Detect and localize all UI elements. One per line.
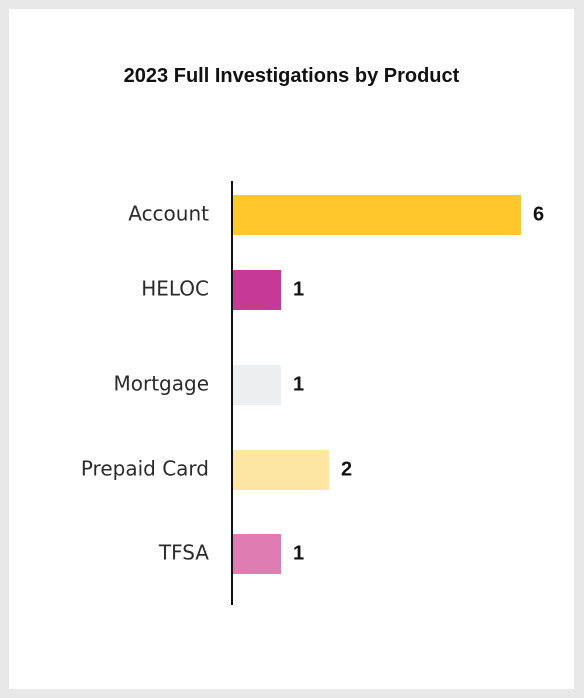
bar-heloc	[233, 270, 281, 310]
value-label-mortgage: 1	[293, 373, 304, 395]
bar-chart: Account 6 HELOC 1 Mortgage 1 Prepaid Card 2 TFSA…	[9, 9, 574, 689]
labels-layer: Account 6 HELOC 1 Mortgage 1 Prepaid Card 2 TFSA…	[81, 202, 544, 565]
category-label-mortgage: Mortgage	[113, 372, 209, 396]
value-label-tfsa: 1	[293, 542, 304, 564]
bar-account	[233, 195, 521, 235]
category-label-prepaid-card: Prepaid Card	[81, 457, 209, 481]
value-label-heloc: 1	[293, 278, 304, 300]
category-label-heloc: HELOC	[141, 277, 209, 301]
category-label-account: Account	[128, 202, 209, 226]
bar-mortgage	[233, 365, 281, 405]
category-label-tfsa: TFSA	[158, 541, 209, 565]
bars-layer	[233, 195, 521, 574]
chart-card: 2023 Full Investigations by Product Acco…	[9, 9, 574, 689]
value-label-account: 6	[533, 203, 544, 225]
bar-prepaid-card	[233, 450, 329, 490]
value-label-prepaid-card: 2	[341, 458, 352, 480]
bar-tfsa	[233, 534, 281, 574]
